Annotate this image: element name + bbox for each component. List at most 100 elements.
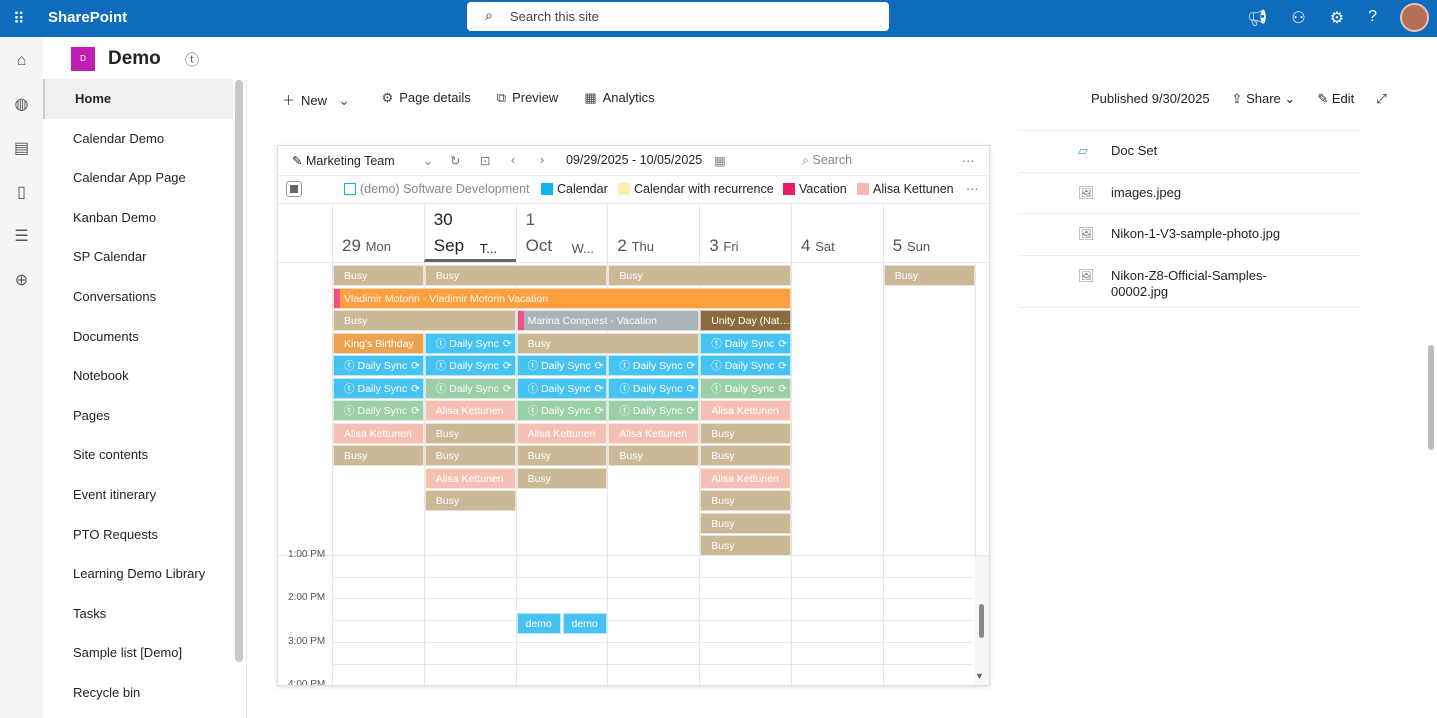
refresh-icon[interactable]: ↻ — [450, 154, 461, 168]
nav-item-calendar-app-page[interactable]: Calendar App Page — [73, 170, 186, 186]
calendar-event[interactable]: Alisa Kettunen — [516, 422, 608, 444]
gear-icon[interactable]: ⚙ — [1329, 10, 1345, 27]
calendar-event[interactable]: Busy — [424, 265, 608, 286]
megaphone-icon[interactable]: 📢︎ — [1247, 10, 1268, 27]
calendar-event[interactable]: Unity Day (National Day) — [700, 310, 791, 331]
nav-scrollbar[interactable] — [235, 80, 243, 662]
calendar-event[interactable]: ⓣ Daily Sync ⟳ — [700, 377, 791, 399]
calendar-event[interactable]: ⓣ Daily Sync ⟳ — [700, 355, 791, 376]
nav-item-sp-calendar[interactable]: SP Calendar — [73, 249, 147, 265]
file-name[interactable]: Nikon-1-V3-sample-photo.jpg — [1111, 226, 1281, 241]
add-icon[interactable]: ⊕ — [14, 272, 29, 289]
calendar-event[interactable]: ⓣ Daily Sync ⟳ — [608, 400, 700, 421]
calendar-event[interactable]: ⓣ Daily Sync ⟳ — [608, 377, 700, 399]
more-icon[interactable]: ⋯ — [966, 182, 979, 196]
nav-item-event-itinerary[interactable]: Event itinerary — [73, 486, 157, 502]
nav-item-calendar-demo[interactable]: Calendar Demo — [73, 130, 165, 146]
calendar-event[interactable]: Alisa Kettunen — [424, 467, 516, 489]
legend-item[interactable]: (demo) Software Development — [344, 182, 530, 196]
help-icon[interactable]: ? — [1368, 8, 1377, 25]
globe-icon[interactable]: ◍ — [14, 96, 29, 113]
legend-item[interactable]: Calendar — [541, 182, 608, 196]
calendar-event[interactable]: ⓣ Daily Sync ⟳ — [333, 400, 424, 421]
calendar-event[interactable]: Busy — [516, 445, 608, 466]
calendar-event[interactable]: Busy — [700, 535, 791, 556]
view-selector[interactable]: ✎ Marketing Team — [292, 154, 395, 168]
calendar-event[interactable]: ⓣ Daily Sync ⟳ — [333, 377, 424, 399]
timed-event[interactable]: demo — [562, 613, 608, 634]
calendar-event[interactable]: Busy — [700, 422, 791, 444]
nav-item-home[interactable]: Home — [43, 79, 233, 119]
expand-icon[interactable]: ⤢ — [1376, 91, 1387, 106]
calendar-scrollbar[interactable]: ▼ — [975, 556, 989, 685]
calendar-event[interactable]: Alisa Kettunen — [608, 422, 700, 444]
brand[interactable]: SharePoint — [48, 9, 128, 26]
calendar-event[interactable]: Busy — [700, 512, 791, 534]
news-icon[interactable]: ▤ — [13, 140, 30, 157]
calendar-event[interactable]: ⓣ Daily Sync ⟳ — [424, 332, 516, 354]
file-name[interactable]: images.jpeg — [1111, 184, 1182, 200]
day-header[interactable]: 4 Sat — [791, 204, 883, 262]
nav-item-kanban-demo[interactable]: Kanban Demo — [73, 209, 157, 225]
calendar-event[interactable]: Busy — [424, 490, 516, 511]
calendar-event[interactable]: Busy — [700, 445, 791, 466]
day-header[interactable]: 5 Sun — [882, 204, 975, 262]
day-header[interactable]: 2 Thu — [607, 204, 699, 262]
calendar-event[interactable]: Busy — [883, 265, 975, 286]
calendar-event[interactable]: ⓣ Daily Sync ⟳ — [608, 355, 700, 376]
calendar-event[interactable]: Alisa Kettunen — [424, 400, 516, 421]
next-icon[interactable]: › — [540, 153, 545, 167]
calendar-event[interactable]: ⓣ Daily Sync ⟳ — [516, 377, 608, 399]
share-network-icon[interactable]: ⚇ — [1291, 10, 1306, 27]
calendar-event[interactable]: ⓣ Daily Sync ⟳ — [424, 377, 516, 399]
file-icon[interactable]: ▯ — [17, 184, 26, 201]
today-icon[interactable]: ⊡ — [480, 154, 491, 168]
day-header[interactable]: 3 Fri — [699, 204, 791, 262]
calendar-event[interactable]: Vladimir Motorin - Vladimir Motorin Vaca… — [333, 287, 791, 309]
file-name[interactable]: Doc Set — [1111, 143, 1158, 158]
nav-item-pto-requests[interactable]: PTO Requests — [73, 526, 159, 542]
calendar-event[interactable]: Alisa Kettunen — [700, 400, 791, 421]
calendar-event[interactable]: Busy — [333, 265, 424, 286]
nav-item-learning-demo-library[interactable]: Learning Demo Library — [73, 566, 206, 582]
file-item[interactable]: 🖼︎ Nikon-1-V3-sample-photo.jpg — [1018, 213, 1360, 255]
nav-item-pages[interactable]: Pages — [73, 407, 110, 423]
calendar-event[interactable]: Busy — [700, 490, 791, 511]
analytics-button[interactable]: ▦ Analytics — [584, 90, 655, 105]
preview-button[interactable]: ⧉ Preview — [496, 90, 559, 105]
nav-item-tasks[interactable]: Tasks — [73, 605, 107, 621]
nav-item-recycle-bin[interactable]: Recycle bin — [73, 684, 141, 700]
app-launcher-icon[interactable]: ⠿ — [13, 11, 25, 28]
file-item[interactable]: ▱ Doc Set — [1018, 130, 1360, 172]
more-icon[interactable]: ⋯ — [962, 154, 975, 168]
calendar-event[interactable]: ⓣ Daily Sync ⟳ — [333, 355, 424, 376]
calendar-event[interactable]: Busy — [516, 332, 700, 354]
previous-icon[interactable]: ‹ — [511, 153, 516, 167]
list-icon[interactable]: ☰ — [14, 228, 29, 245]
site-title[interactable]: Demo — [108, 48, 161, 69]
legend-item[interactable]: Alisa Kettunen — [857, 182, 954, 196]
legend-item[interactable]: Vacation — [783, 182, 847, 196]
calendar-event[interactable]: ⓣ Daily Sync ⟳ — [424, 355, 516, 376]
timed-event[interactable]: demo — [516, 613, 562, 634]
select-all-checkbox[interactable] — [286, 181, 302, 197]
nav-item-documents[interactable]: Documents — [73, 328, 139, 344]
legend-item[interactable]: Calendar with recurrence — [618, 182, 774, 196]
search-input[interactable]: ⌕ Search this site — [467, 2, 889, 31]
teams-icon[interactable]: ⓣ — [185, 52, 199, 68]
calendar-event[interactable]: Busy — [608, 445, 700, 466]
avatar[interactable] — [1400, 3, 1429, 32]
home-icon[interactable]: ⌂ — [16, 52, 27, 69]
calendar-event[interactable]: Busy — [516, 467, 608, 489]
day-header[interactable]: 30 Sep T... — [423, 204, 516, 262]
calendar-event[interactable]: Busy — [333, 310, 516, 331]
calendar-event[interactable]: Alisa Kettunen — [333, 422, 424, 444]
calendar-event[interactable]: Busy — [608, 265, 791, 286]
calendar-event[interactable]: ⓣ Daily Sync ⟳ — [700, 332, 791, 354]
day-header[interactable]: 29 Mon — [332, 204, 424, 262]
new-button[interactable]: ＋ New ⌄ — [282, 93, 350, 108]
share-button[interactable]: ⇪ Share ⌄ — [1231, 91, 1296, 106]
chevron-down-icon[interactable]: ⌄ — [423, 154, 434, 168]
nav-item-site-contents[interactable]: Site contents — [73, 447, 149, 463]
file-item[interactable]: 🖼︎ images.jpeg — [1018, 171, 1360, 214]
